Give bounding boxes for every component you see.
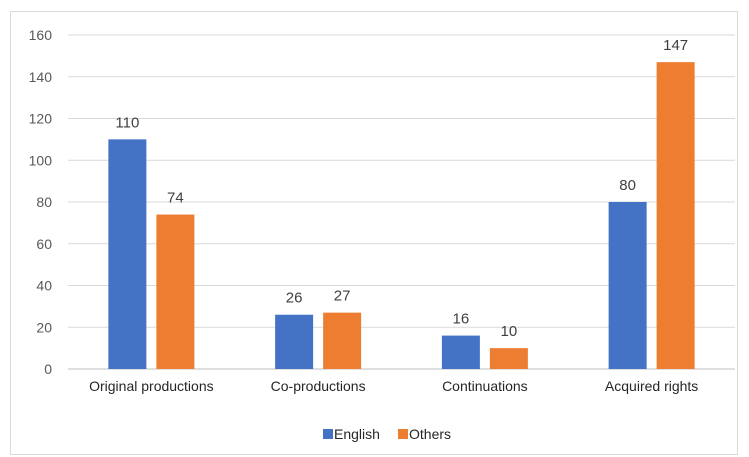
y-tick-label: 160 <box>29 27 53 43</box>
legend-label-english: English <box>334 426 380 442</box>
data-label: 16 <box>453 311 470 328</box>
bar-others <box>489 348 528 369</box>
data-label: 10 <box>501 323 518 340</box>
x-axis-categories: Original productions Co-productions Contin… <box>89 378 698 394</box>
y-tick-label: 40 <box>36 278 52 294</box>
data-label: 80 <box>619 177 636 194</box>
x-category-label: Continuations <box>442 378 528 394</box>
y-tick-label: 120 <box>29 111 53 127</box>
bar-english <box>608 202 647 369</box>
data-label: 110 <box>115 114 139 131</box>
y-tick-label: 20 <box>36 319 52 335</box>
legend-label-others: Others <box>409 426 451 442</box>
x-category-label: Co-productions <box>271 378 366 394</box>
legend-swatch-english <box>323 429 333 439</box>
data-label: 26 <box>286 290 303 307</box>
bar-english <box>441 335 480 369</box>
legend: English Others <box>323 426 451 442</box>
y-tick-label: 100 <box>29 152 53 168</box>
bars <box>108 62 695 369</box>
y-tick-label: 60 <box>36 236 52 252</box>
bar-others <box>323 312 362 369</box>
data-label: 147 <box>663 37 688 54</box>
data-label: 74 <box>167 190 184 207</box>
y-tick-label: 0 <box>44 361 52 377</box>
y-axis-ticks: 0 20 40 60 80 100 120 140 160 <box>29 27 53 377</box>
y-tick-label: 140 <box>29 69 53 85</box>
bar-others <box>656 62 695 369</box>
data-label: 27 <box>334 288 351 305</box>
bar-others <box>156 214 195 369</box>
bar-english <box>108 139 147 369</box>
x-category-label: Original productions <box>89 378 214 394</box>
legend-swatch-others <box>398 429 408 439</box>
x-category-label: Acquired rights <box>605 378 698 394</box>
y-tick-label: 80 <box>36 194 52 210</box>
bar-english <box>275 314 314 369</box>
data-labels: 110 74 26 27 16 10 80 147 <box>115 37 688 340</box>
